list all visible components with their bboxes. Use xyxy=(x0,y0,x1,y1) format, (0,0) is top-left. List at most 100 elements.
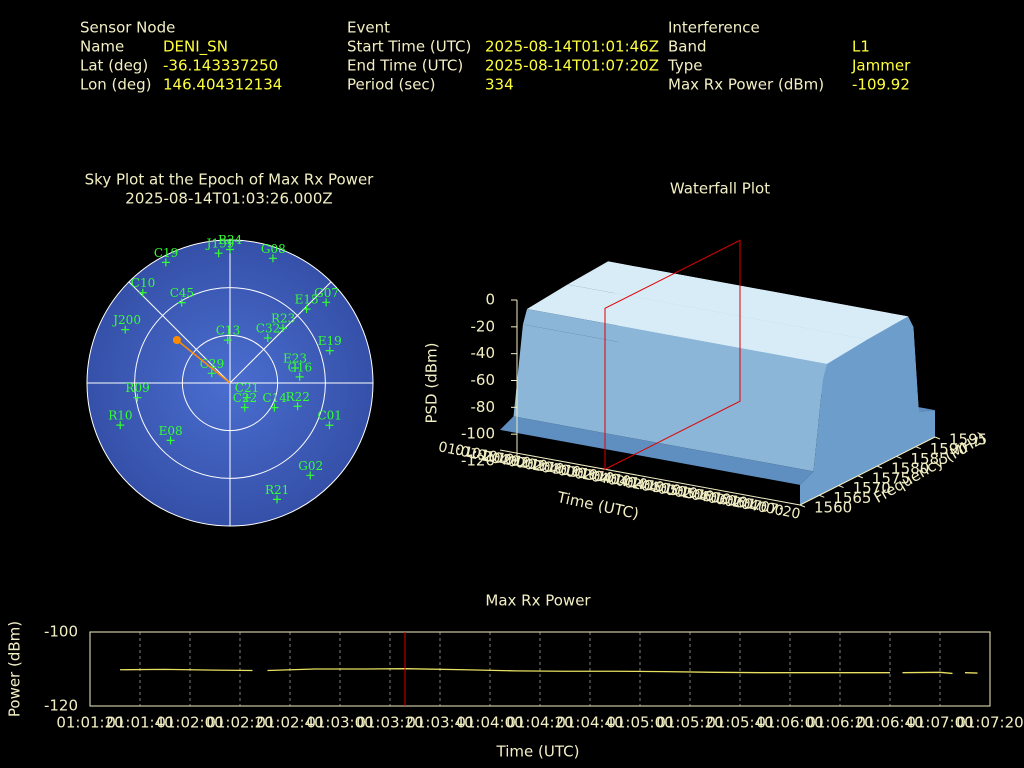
satellite-label: R09 xyxy=(125,381,149,395)
satellite-marker xyxy=(268,254,277,263)
field-label: Lat (deg) xyxy=(80,57,148,75)
frequency-tick-label: 1595 xyxy=(949,431,987,449)
surface xyxy=(567,261,908,340)
satellite-marker xyxy=(226,245,234,254)
satellite-label: R23 xyxy=(271,312,295,326)
chart-title: Max Rx Power xyxy=(485,592,591,610)
satellite-marker xyxy=(270,403,279,412)
field-value: -109.92 xyxy=(852,76,910,94)
x-tick-label: 01:05:00 xyxy=(606,714,673,732)
z-axis-label: PSD (dBm) xyxy=(423,342,441,423)
field-label: Period (sec) xyxy=(347,76,436,94)
z-tick-label: -20 xyxy=(471,317,496,335)
axis-line xyxy=(229,281,332,384)
x-tick-label: 01:04:00 xyxy=(456,714,523,732)
satellite-marker xyxy=(207,369,216,378)
satellite-label: G02 xyxy=(298,459,323,473)
satellite-label: C13 xyxy=(216,324,240,338)
plot-frame xyxy=(89,631,991,707)
x-axis-label: Time (UTC) xyxy=(496,743,580,761)
power-line xyxy=(119,668,978,675)
sky-subtitle: 2025-08-14T01:03:26.000Z xyxy=(125,190,332,208)
frequency-tick xyxy=(819,494,825,498)
x-tick-label: 01:05:40 xyxy=(706,714,773,732)
satellite-label: R24 xyxy=(218,233,243,247)
satellite-marker xyxy=(278,324,287,333)
satellite-marker xyxy=(293,402,302,411)
x-tick-label: 01:03:40 xyxy=(406,714,473,732)
field-label: Max Rx Power (dBm) xyxy=(668,76,824,94)
satellite-label: R22 xyxy=(286,390,310,404)
satellite-label: C10 xyxy=(131,276,155,290)
satellite-label: E15 xyxy=(295,293,319,307)
field-label: Type xyxy=(667,57,702,75)
field-label: Start Time (UTC) xyxy=(347,38,471,56)
frequency-tick-label: 1565 xyxy=(833,489,871,507)
jammer-bearing xyxy=(176,339,231,384)
surface-end xyxy=(800,316,935,505)
field-value: Jammer xyxy=(851,57,911,75)
satellite-label: C21 xyxy=(235,381,259,395)
field-value: 334 xyxy=(485,76,514,94)
z-tick-label: -80 xyxy=(471,398,496,416)
frequency-tick-label: 1580 xyxy=(891,460,929,478)
x-tick-label: 01:02:40 xyxy=(256,714,323,732)
satellite-label: J200 xyxy=(111,313,141,327)
satellite-label: G08 xyxy=(261,242,286,256)
satellite-marker xyxy=(325,346,334,355)
satellite-marker xyxy=(302,305,311,314)
satellite-label: R10 xyxy=(108,409,132,423)
satellite-label: C19 xyxy=(154,246,178,260)
x-tick-label: 01:06:40 xyxy=(856,714,923,732)
section-title: Event xyxy=(347,19,390,37)
jammer-marker xyxy=(172,336,181,345)
satellite-marker xyxy=(291,363,300,372)
satellite-marker xyxy=(273,495,282,504)
frequency-tick xyxy=(876,465,883,469)
frequency-tick xyxy=(799,504,806,508)
z-tick-label: -120 xyxy=(461,452,495,470)
frequency-tick xyxy=(857,475,864,479)
time-tick-label: 01:07:20 xyxy=(737,494,802,523)
field-value: DENI_SN xyxy=(163,38,228,57)
field-value: L1 xyxy=(852,38,870,56)
y-tick-label: -100 xyxy=(44,623,78,641)
satellite-marker xyxy=(177,298,186,307)
x-tick-label: 01:07:20 xyxy=(956,714,1023,732)
satellite-marker xyxy=(121,325,130,334)
satellite-marker xyxy=(295,372,304,381)
satellite-marker xyxy=(325,421,334,430)
satellite-marker xyxy=(166,436,175,445)
x-tick-label: 01:04:20 xyxy=(506,714,573,732)
satellite-marker xyxy=(116,421,125,430)
satellite-marker xyxy=(133,393,142,402)
time-cursor-plane xyxy=(604,239,741,471)
frequency-tick xyxy=(838,485,844,489)
axis-line xyxy=(128,281,231,384)
section-title: Interference xyxy=(668,19,760,37)
x-tick-label: 01:03:20 xyxy=(356,714,423,732)
field-value: -36.143337250 xyxy=(163,57,278,75)
frequency-tick xyxy=(896,455,902,459)
satellite-marker xyxy=(138,288,147,297)
x-tick-label: 01:01:20 xyxy=(56,714,123,732)
satellite-label: C14 xyxy=(262,391,287,405)
frequency-tick-label: 1585 xyxy=(910,450,948,468)
satellite-label: C01 xyxy=(317,409,341,423)
x-tick-label: 01:01:40 xyxy=(106,714,173,732)
satellite-marker xyxy=(161,258,170,267)
time-axis-label: Time (UTC) xyxy=(555,488,641,523)
frequency-tick xyxy=(915,446,921,450)
x-tick-label: 01:07:00 xyxy=(906,714,973,732)
satellite-marker xyxy=(223,336,232,345)
frequency-tick xyxy=(934,436,941,440)
satellite-label: C16 xyxy=(288,360,312,374)
satellite-marker xyxy=(242,393,251,402)
satellite-label: C29 xyxy=(200,357,224,371)
time-axis xyxy=(499,449,801,506)
x-tick-label: 01:05:20 xyxy=(656,714,723,732)
sky-title: Sky Plot at the Epoch of Max Rx Power xyxy=(85,171,375,189)
x-tick-label: 01:02:20 xyxy=(206,714,273,732)
z-tick-label: 0 xyxy=(485,291,495,309)
